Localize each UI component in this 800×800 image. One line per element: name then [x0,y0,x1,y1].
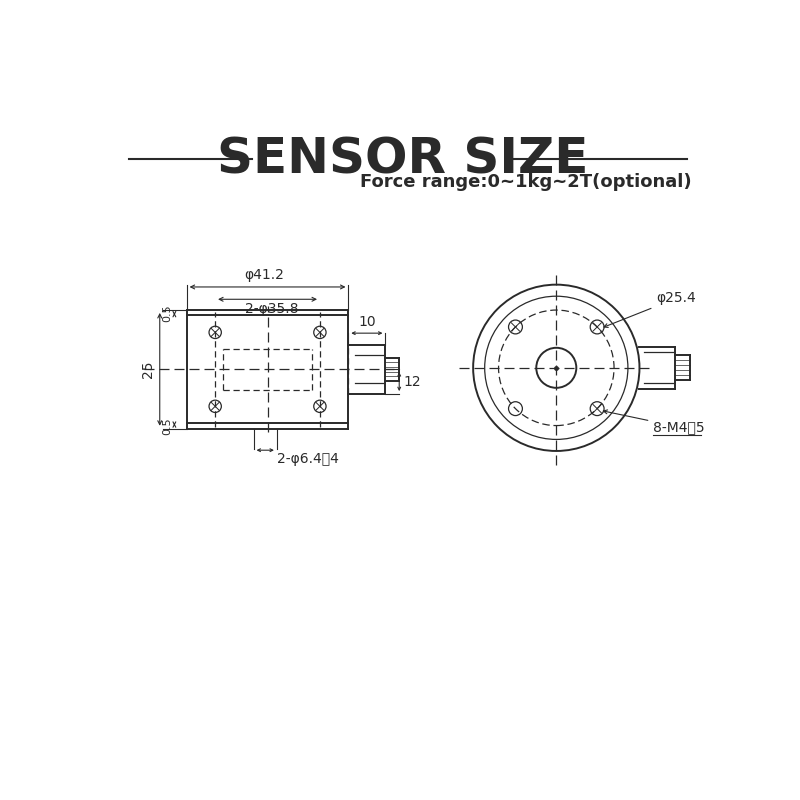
Text: 8-M4深5: 8-M4深5 [603,410,705,434]
Text: 0.5: 0.5 [162,304,172,322]
Text: SENSOR SIZE: SENSOR SIZE [217,135,588,183]
Text: Force range:0~1kg~2T(optional): Force range:0~1kg~2T(optional) [360,174,691,191]
Text: 12: 12 [403,374,421,389]
Text: φ25.4: φ25.4 [604,291,696,327]
Text: 25: 25 [141,361,155,378]
Text: 2-φ6.4深4: 2-φ6.4深4 [277,452,338,466]
Text: 2-φ35.8: 2-φ35.8 [245,302,298,315]
Text: 0.5: 0.5 [162,417,172,434]
Text: φ41.2: φ41.2 [244,267,284,282]
Text: 10: 10 [358,315,376,330]
